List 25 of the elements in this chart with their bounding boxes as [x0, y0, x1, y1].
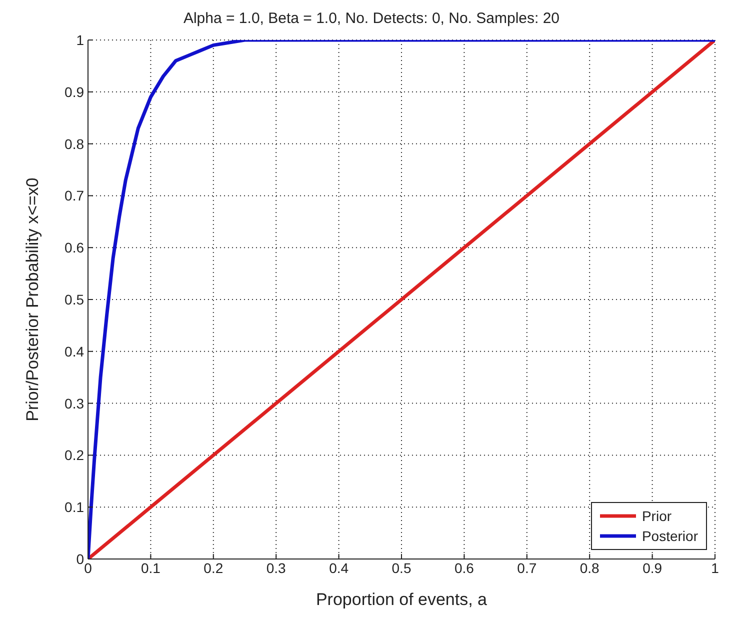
- x-tick-label: 0.6: [454, 560, 474, 576]
- x-tick-label: 0.3: [266, 560, 286, 576]
- x-tick-label: 0.5: [392, 560, 412, 576]
- y-tick-label: 0.5: [64, 291, 84, 308]
- y-tick-label: 0.6: [64, 240, 84, 256]
- x-tick-label: 1: [711, 560, 720, 576]
- x-tick-label: 0.9: [642, 560, 662, 576]
- y-tick-label: 0.9: [64, 84, 84, 100]
- y-tick-label: 0.7: [64, 188, 84, 204]
- legend-label: Posterior: [642, 528, 698, 544]
- x-tick-label: 0.7: [517, 560, 537, 576]
- y-tick-label: 0.2: [64, 447, 84, 464]
- x-tick-label: 0.2: [204, 560, 224, 576]
- y-axis-title: Prior/Posterior Probability x<=x0: [23, 178, 42, 422]
- x-tick-label: 0.1: [140, 560, 161, 576]
- y-tick-label: 1: [76, 32, 84, 48]
- x-axis-title: Proportion of events, a: [316, 590, 488, 609]
- y-tick-label: 0.3: [64, 395, 84, 412]
- x-tick-label: 0.4: [329, 560, 349, 576]
- y-tick-label: 0.1: [64, 499, 84, 516]
- y-tick-label: 0.8: [64, 136, 84, 152]
- x-tick-label: 0.8: [580, 560, 600, 576]
- y-tick-label: 0.4: [64, 343, 84, 360]
- chart-title: Alpha = 1.0, Beta = 1.0, No. Detects: 0, No. Samples: 20: [182, 9, 561, 29]
- legend-label: Prior: [642, 508, 672, 524]
